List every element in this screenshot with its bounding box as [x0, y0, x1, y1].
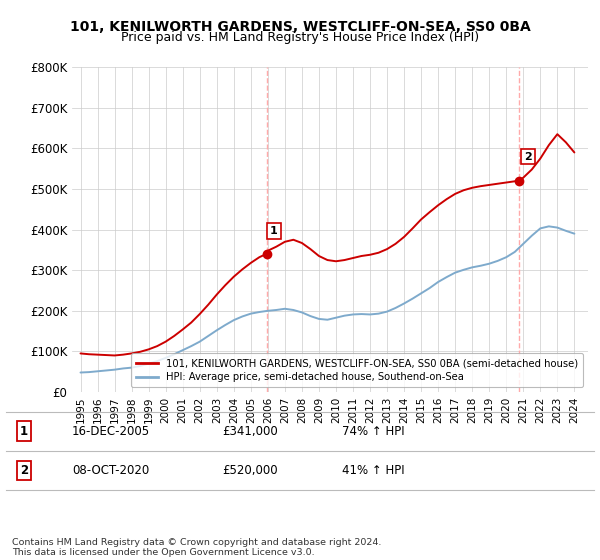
Text: 2: 2: [524, 152, 532, 161]
Text: 16-DEC-2005: 16-DEC-2005: [72, 424, 150, 438]
Text: Price paid vs. HM Land Registry's House Price Index (HPI): Price paid vs. HM Land Registry's House …: [121, 31, 479, 44]
Text: 1: 1: [270, 226, 278, 236]
Text: £341,000: £341,000: [222, 424, 278, 438]
Text: 08-OCT-2020: 08-OCT-2020: [72, 464, 149, 477]
Text: 101, KENILWORTH GARDENS, WESTCLIFF-ON-SEA, SS0 0BA: 101, KENILWORTH GARDENS, WESTCLIFF-ON-SE…: [70, 20, 530, 34]
Legend: 101, KENILWORTH GARDENS, WESTCLIFF-ON-SEA, SS0 0BA (semi-detached house), HPI: A: 101, KENILWORTH GARDENS, WESTCLIFF-ON-SE…: [131, 353, 583, 387]
Text: 1: 1: [20, 424, 28, 438]
Text: 41% ↑ HPI: 41% ↑ HPI: [342, 464, 404, 477]
Text: Contains HM Land Registry data © Crown copyright and database right 2024.
This d: Contains HM Land Registry data © Crown c…: [12, 538, 382, 557]
Text: £520,000: £520,000: [222, 464, 278, 477]
Text: 74% ↑ HPI: 74% ↑ HPI: [342, 424, 404, 438]
Text: 2: 2: [20, 464, 28, 477]
